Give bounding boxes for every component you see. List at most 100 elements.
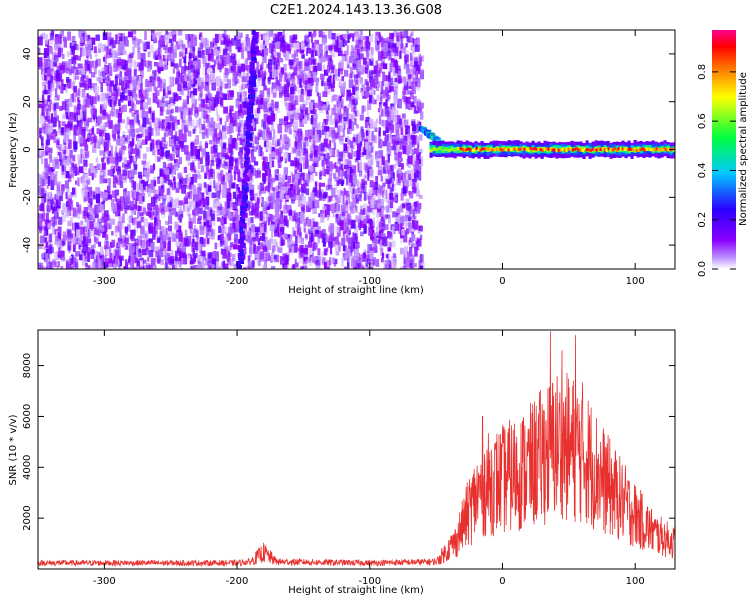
spectrogram-cell xyxy=(300,207,305,212)
spectrogram-cell xyxy=(377,166,383,176)
spectrogram-cell xyxy=(146,211,150,216)
spectrogram-cell xyxy=(295,158,300,166)
spectrogram-cell xyxy=(110,91,116,97)
spectrogram-cell xyxy=(143,61,147,67)
spectrogram-cell xyxy=(247,51,252,61)
spectrogram-cell xyxy=(67,206,72,216)
spectrogram-cell xyxy=(220,176,225,185)
spectrogram-cell xyxy=(286,204,292,214)
spectrogram-cell xyxy=(70,94,75,102)
spectrogram-cell xyxy=(235,215,241,224)
spectrogram-cell xyxy=(375,175,379,185)
spectrogram-cell xyxy=(137,80,140,89)
spectrogram-cell xyxy=(82,98,87,105)
spectrogram-cell xyxy=(410,61,413,68)
spectrogram-cell xyxy=(58,120,61,129)
spectrogram-cell xyxy=(294,112,300,121)
spectrogram-cell xyxy=(135,266,140,269)
spectrogram-cell xyxy=(97,218,102,226)
spectrogram-cell xyxy=(276,173,282,182)
spectrogram-plot-area xyxy=(38,30,675,269)
spectrogram-cell xyxy=(153,37,158,44)
spectrogram-cell xyxy=(400,232,404,239)
spectrogram-cell xyxy=(115,157,119,166)
spectrogram-cell xyxy=(394,64,399,74)
spectrogram-cell xyxy=(135,258,140,263)
spectrogram-cell xyxy=(125,124,129,129)
spectrogram-cell xyxy=(194,126,197,131)
spectrogram-cell xyxy=(377,108,380,113)
spectrogram-cell xyxy=(400,127,404,136)
spectrogram-cell xyxy=(68,198,73,205)
spectrogram-cell xyxy=(219,207,224,215)
spectrogram-cell xyxy=(64,62,70,71)
spectrogram-cell xyxy=(380,247,384,256)
spectrogram-cell xyxy=(121,45,125,51)
spectrogram-cell xyxy=(58,85,63,90)
spectrogram-cell xyxy=(178,129,183,140)
spectrogram-cell xyxy=(113,100,117,107)
spectrogram-cell xyxy=(407,74,413,79)
spectrogram-cell xyxy=(65,192,68,199)
spectrogram-cell xyxy=(182,133,187,143)
spectrogram-cell xyxy=(193,69,197,77)
spectrogram-cell xyxy=(304,60,310,67)
spectrogram-cell xyxy=(48,46,54,55)
spectrogram-cell xyxy=(59,154,64,160)
spectrogram-cell xyxy=(338,101,342,109)
spectrogram-cell xyxy=(343,143,348,151)
spectrogram-cell xyxy=(247,261,252,269)
spectrogram-cell xyxy=(77,154,81,164)
spectrogram-cell xyxy=(395,33,400,38)
spectrogram-cell xyxy=(373,90,376,95)
spectrogram-cell xyxy=(76,126,80,133)
spectrogram-cell xyxy=(386,37,391,44)
spectrogram-cell xyxy=(66,128,70,133)
spectrogram-cell xyxy=(330,52,336,58)
spectrogram-cell xyxy=(198,262,203,269)
spectrogram-cell xyxy=(42,111,45,120)
spectrogram-cell xyxy=(127,224,131,232)
spectrogram-cell xyxy=(167,179,173,186)
spectrogram-cell xyxy=(108,178,111,186)
spectrogram-cell xyxy=(79,240,85,247)
spectrogram-cell xyxy=(150,202,153,211)
spectrogram-cell xyxy=(54,261,57,268)
spectrogram-cell xyxy=(330,245,333,255)
spectrogram-cell xyxy=(123,188,127,194)
spectrogram-cell xyxy=(286,110,292,120)
spectrogram-cell xyxy=(217,203,222,210)
spectrogram-cell xyxy=(290,73,295,80)
spectrogram-cell xyxy=(388,74,391,83)
spectrogram-cell xyxy=(363,185,367,193)
spectrogram-cell xyxy=(288,102,294,111)
spectrogram-cell xyxy=(47,96,51,101)
spectrogram-cell xyxy=(379,104,382,110)
spectrogram-cell xyxy=(276,108,280,114)
spectrogram-cell xyxy=(97,260,102,269)
spectrogram-cell xyxy=(378,236,382,242)
spectrogram-cell xyxy=(407,102,412,109)
spectrogram-cell xyxy=(400,31,404,39)
spectrogram-cell xyxy=(130,140,133,151)
spectrogram-cell xyxy=(44,74,47,81)
spectrogram-cell xyxy=(294,141,298,149)
spectrogram-cell xyxy=(395,145,401,153)
spectrogram-cell xyxy=(299,119,304,127)
spectrogram-cell xyxy=(347,147,350,155)
spectrogram-cell xyxy=(337,68,341,77)
spectrogram-cell xyxy=(374,121,378,129)
spectrogram-cell xyxy=(202,252,206,261)
spectrogram-cell xyxy=(127,54,133,64)
spectrogram-cell xyxy=(174,221,179,230)
spectrogram-cell xyxy=(223,152,228,158)
spectrogram-cell xyxy=(323,192,328,198)
spectrogram-cell xyxy=(169,31,173,37)
spectrogram-cell xyxy=(167,266,171,269)
spectrogram-cell xyxy=(385,126,389,133)
spectrogram-cell xyxy=(260,93,264,103)
spectrogram-cell xyxy=(259,90,265,97)
spectrogram-cell xyxy=(403,46,407,55)
spectrogram-cell xyxy=(46,147,51,153)
spectrogram-cell xyxy=(346,59,351,69)
